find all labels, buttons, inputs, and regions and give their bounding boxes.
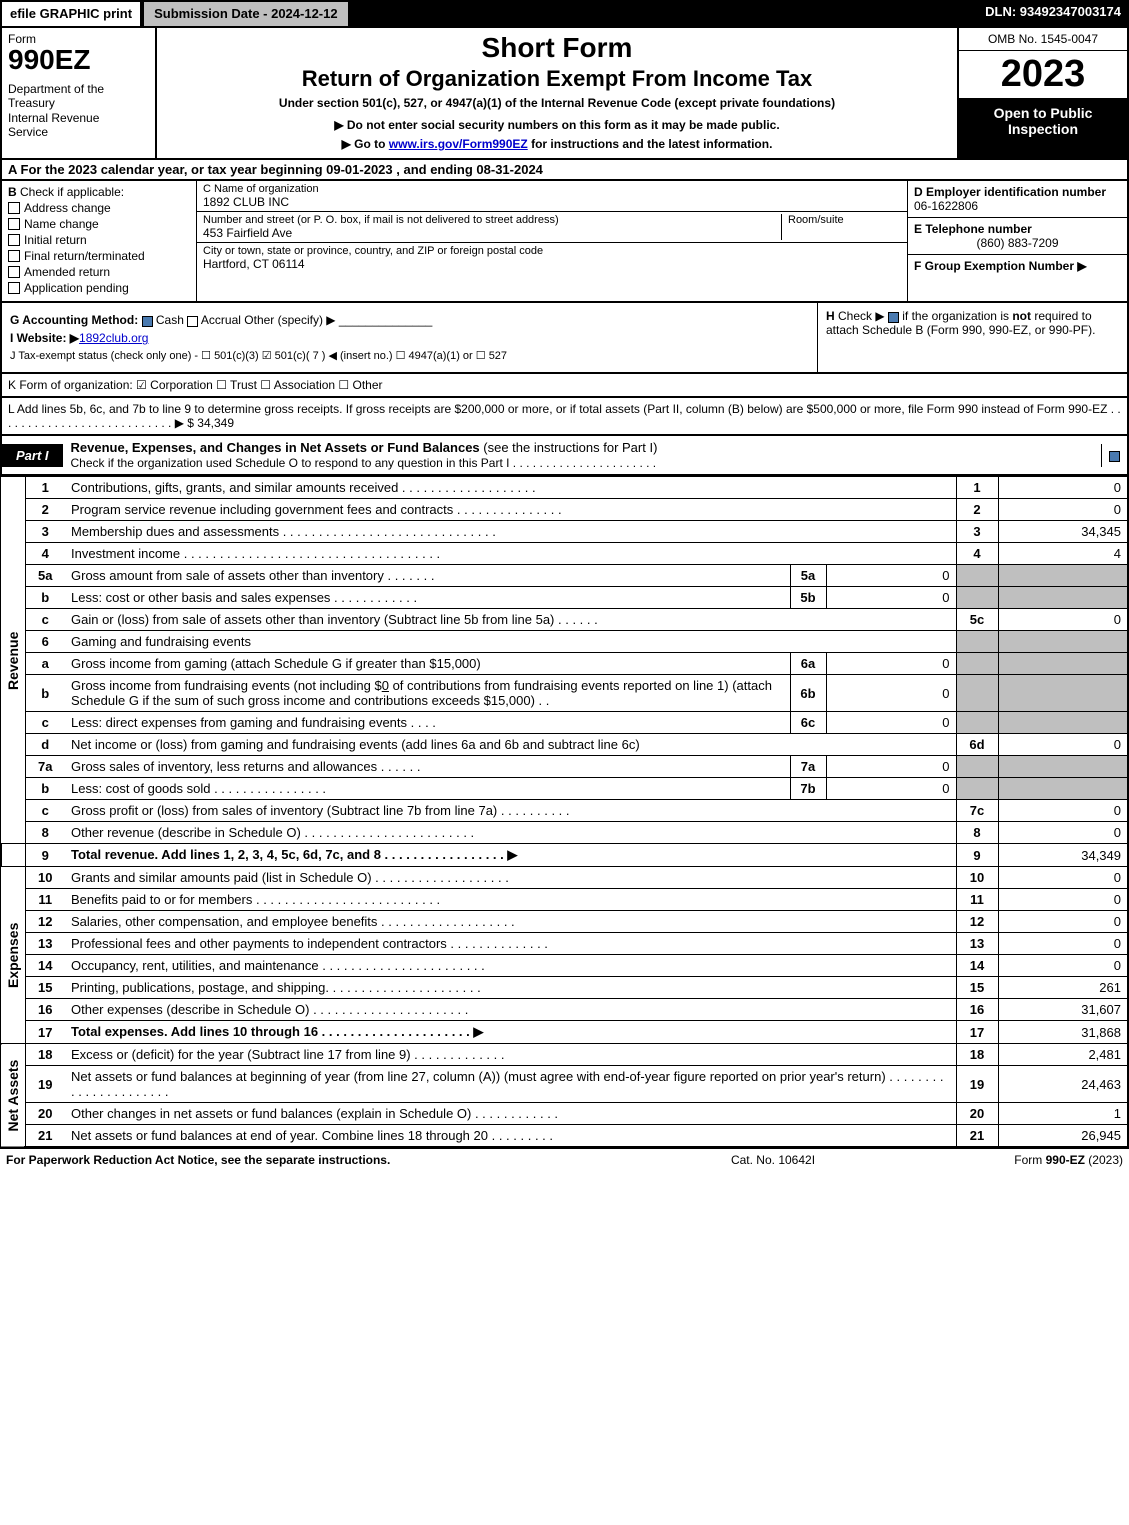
footer-form-ref: Form 990-EZ (2023) xyxy=(923,1153,1123,1167)
top-bar: efile GRAPHIC print Submission Date - 20… xyxy=(0,0,1129,28)
chk-cash[interactable] xyxy=(142,316,153,327)
section-l: L Add lines 5b, 6c, and 7b to line 9 to … xyxy=(0,398,1129,436)
open-public-badge: Open to Public Inspection xyxy=(959,99,1127,158)
part-i-tab: Part I xyxy=(2,444,63,467)
form-number: 990EZ xyxy=(8,44,149,76)
chk-application-pending[interactable]: Application pending xyxy=(8,281,190,295)
line-4: 4Investment income . . . . . . . . . . .… xyxy=(1,543,1128,565)
chk-final-return[interactable]: Final return/terminated xyxy=(8,249,190,263)
telephone-value: (860) 883-7209 xyxy=(914,236,1121,250)
section-h: H Check ▶ if the organization is not req… xyxy=(817,303,1127,372)
expenses-sidebar: Expenses xyxy=(1,867,25,1044)
title-short-form: Short Form xyxy=(167,32,947,64)
section-def: D Employer identification number 06-1622… xyxy=(907,181,1127,301)
title-return: Return of Organization Exempt From Incom… xyxy=(167,66,947,92)
ein-value: 06-1622806 xyxy=(914,199,978,213)
section-j: J Tax-exempt status (check only one) - ☐… xyxy=(10,349,809,362)
org-city: Hartford, CT 06114 xyxy=(203,257,901,271)
revenue-sidebar: Revenue xyxy=(1,477,25,844)
line-1: Revenue 1 Contributions, gifts, grants, … xyxy=(1,477,1128,499)
line-6: 6Gaming and fundraising events xyxy=(1,631,1128,653)
chk-schedule-b[interactable] xyxy=(888,312,899,323)
entity-block: B Check if applicable: Address change Na… xyxy=(0,181,1129,303)
org-name: 1892 CLUB INC xyxy=(203,195,901,209)
line-11: 11Benefits paid to or for members . . . … xyxy=(1,889,1128,911)
line-9: 9Total revenue. Add lines 1, 2, 3, 4, 5c… xyxy=(1,844,1128,867)
group-exemption: F Group Exemption Number ▶ xyxy=(914,259,1087,273)
section-c: C Name of organization 1892 CLUB INC Num… xyxy=(197,181,907,301)
page-footer: For Paperwork Reduction Act Notice, see … xyxy=(0,1148,1129,1171)
form-header: Form 990EZ Department of theTreasuryInte… xyxy=(0,28,1129,160)
org-address: 453 Fairfield Ave xyxy=(203,226,781,240)
subtitle: Under section 501(c), 527, or 4947(a)(1)… xyxy=(167,96,947,110)
line-13: 13Professional fees and other payments t… xyxy=(1,933,1128,955)
line-5b: bLess: cost or other basis and sales exp… xyxy=(1,587,1128,609)
line-3: 3Membership dues and assessments . . . .… xyxy=(1,521,1128,543)
line-17: 17Total expenses. Add lines 10 through 1… xyxy=(1,1021,1128,1044)
line-21: 21Net assets or fund balances at end of … xyxy=(1,1125,1128,1148)
line-14: 14Occupancy, rent, utilities, and mainte… xyxy=(1,955,1128,977)
irs-link[interactable]: www.irs.gov/Form990EZ xyxy=(389,137,528,151)
submission-date: Submission Date - 2024-12-12 xyxy=(142,0,350,28)
gross-receipts: $ 34,349 xyxy=(187,416,234,430)
line-6a: aGross income from gaming (attach Schedu… xyxy=(1,653,1128,675)
section-k: K Form of organization: ☑ Corporation ☐ … xyxy=(0,374,1129,398)
line-20: 20Other changes in net assets or fund ba… xyxy=(1,1103,1128,1125)
chk-name-change[interactable]: Name change xyxy=(8,217,190,231)
line-16: 16Other expenses (describe in Schedule O… xyxy=(1,999,1128,1021)
tax-year: 2023 xyxy=(959,51,1127,99)
line-5a: 5aGross amount from sale of assets other… xyxy=(1,565,1128,587)
chk-accrual[interactable] xyxy=(187,316,198,327)
line-8: 8Other revenue (describe in Schedule O) … xyxy=(1,822,1128,844)
section-i: I Website: ▶1892club.org xyxy=(10,331,809,345)
line-6c: cLess: direct expenses from gaming and f… xyxy=(1,712,1128,734)
part-i-table: Revenue 1 Contributions, gifts, grants, … xyxy=(0,476,1129,1148)
header-right: OMB No. 1545-0047 2023 Open to Public In… xyxy=(957,28,1127,158)
meta-block: G Accounting Method: Cash Accrual Other … xyxy=(0,303,1129,374)
dln: DLN: 93492347003174 xyxy=(977,0,1129,28)
efile-print-btn[interactable]: efile GRAPHIC print xyxy=(0,0,142,28)
department-label: Department of theTreasuryInternal Revenu… xyxy=(8,82,149,140)
part-i-header: Part I Revenue, Expenses, and Changes in… xyxy=(0,436,1129,476)
chk-address-change[interactable]: Address change xyxy=(8,201,190,215)
section-g: G Accounting Method: Cash Accrual Other … xyxy=(10,313,809,327)
line-10: Expenses 10Grants and similar amounts pa… xyxy=(1,867,1128,889)
line-7c: cGross profit or (loss) from sales of in… xyxy=(1,800,1128,822)
footer-notice: For Paperwork Reduction Act Notice, see … xyxy=(6,1153,623,1167)
instr-1: ▶ Do not enter social security numbers o… xyxy=(167,116,947,135)
line-2: 2Program service revenue including gover… xyxy=(1,499,1128,521)
instr-2: ▶ Go to www.irs.gov/Form990EZ for instru… xyxy=(167,135,947,154)
line-7b: bLess: cost of goods sold . . . . . . . … xyxy=(1,778,1128,800)
line-6d: dNet income or (loss) from gaming and fu… xyxy=(1,734,1128,756)
line-5c: cGain or (loss) from sale of assets othe… xyxy=(1,609,1128,631)
footer-catalog: Cat. No. 10642I xyxy=(623,1153,923,1167)
header-left: Form 990EZ Department of theTreasuryInte… xyxy=(2,28,157,158)
line-18: Net Assets 18Excess or (deficit) for the… xyxy=(1,1044,1128,1066)
line-6b: b Gross income from fundraising events (… xyxy=(1,675,1128,712)
chk-amended-return[interactable]: Amended return xyxy=(8,265,190,279)
line-12: 12Salaries, other compensation, and empl… xyxy=(1,911,1128,933)
header-center: Short Form Return of Organization Exempt… xyxy=(157,28,957,158)
section-b: B Check if applicable: Address change Na… xyxy=(2,181,197,301)
line-a: A For the 2023 calendar year, or tax yea… xyxy=(0,160,1129,181)
chk-initial-return[interactable]: Initial return xyxy=(8,233,190,247)
netassets-sidebar: Net Assets xyxy=(1,1044,25,1148)
website-link[interactable]: 1892club.org xyxy=(79,331,148,345)
line-15: 15Printing, publications, postage, and s… xyxy=(1,977,1128,999)
part-i-checkbox[interactable] xyxy=(1101,444,1127,467)
line-19: 19Net assets or fund balances at beginni… xyxy=(1,1066,1128,1103)
line-7a: 7aGross sales of inventory, less returns… xyxy=(1,756,1128,778)
omb-number: OMB No. 1545-0047 xyxy=(959,28,1127,51)
